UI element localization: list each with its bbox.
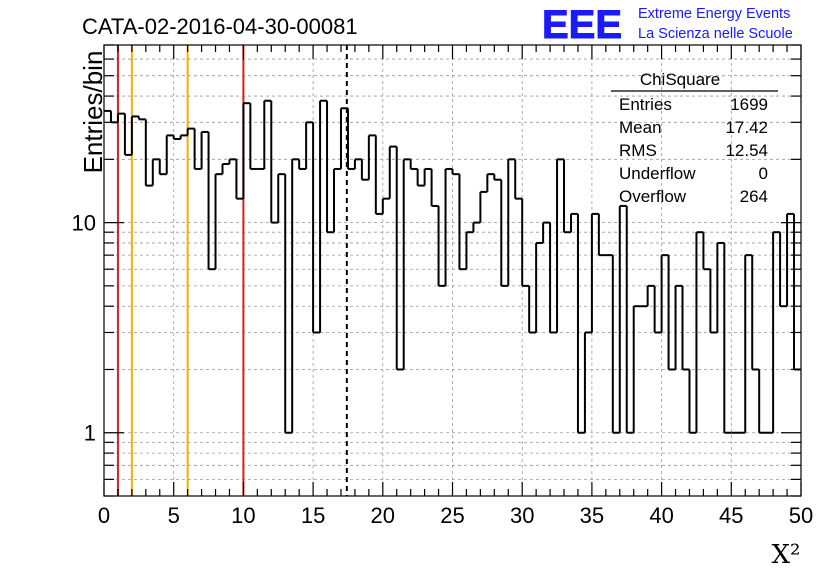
stats-value: 264 [740,187,768,206]
x-tick-label: 50 [789,503,813,528]
x-tick-label: 25 [440,503,464,528]
x-tick-label: 45 [719,503,743,528]
x-tick-label: 40 [649,503,673,528]
stats-title: ChiSquare [640,70,720,89]
statistics-box: ChiSquare Entries 1699 Mean 17.42 RMS 12.54 Un… [611,70,778,206]
axis-tick-labels: 0 5 10 15 20 25 30 35 40 45 50 1 10 [72,211,814,528]
stats-label: Underflow [619,164,696,183]
stats-label: Overflow [619,187,687,206]
stats-value: 12.54 [725,141,768,160]
y-axis-title: Entries/bin [78,51,108,174]
x-tick-label: 0 [98,503,110,528]
histogram-series [104,99,801,434]
axis-ticks [103,44,802,497]
stats-value: 1699 [730,95,768,114]
stats-rows: Entries 1699 Mean 17.42 RMS 12.54 Underflow 0 Ov… [619,95,768,206]
logo-line-1: Extreme Energy Events [638,6,790,22]
y-tick-label: 10 [72,211,96,236]
eee-logo: EEE [542,3,622,47]
x-tick-label: 10 [231,503,255,528]
x-axis-title: X² [772,540,801,570]
stats-value: 0 [759,164,768,183]
x-tick-label: 35 [580,503,604,528]
x-tick-label: 5 [168,503,180,528]
stats-value: 17.42 [725,118,768,137]
run-title: CATA-02-2016-04-30-00081 [82,14,358,39]
y-tick-label: 1 [84,421,96,446]
x-tick-label: 30 [510,503,534,528]
stats-label: Entries [619,95,672,114]
logo-line-2: La Scienza nelle Scuole [638,26,793,42]
x-tick-label: 20 [371,503,395,528]
stats-label: RMS [619,141,657,160]
x-tick-label: 15 [301,503,325,528]
stats-label: Mean [619,118,662,137]
